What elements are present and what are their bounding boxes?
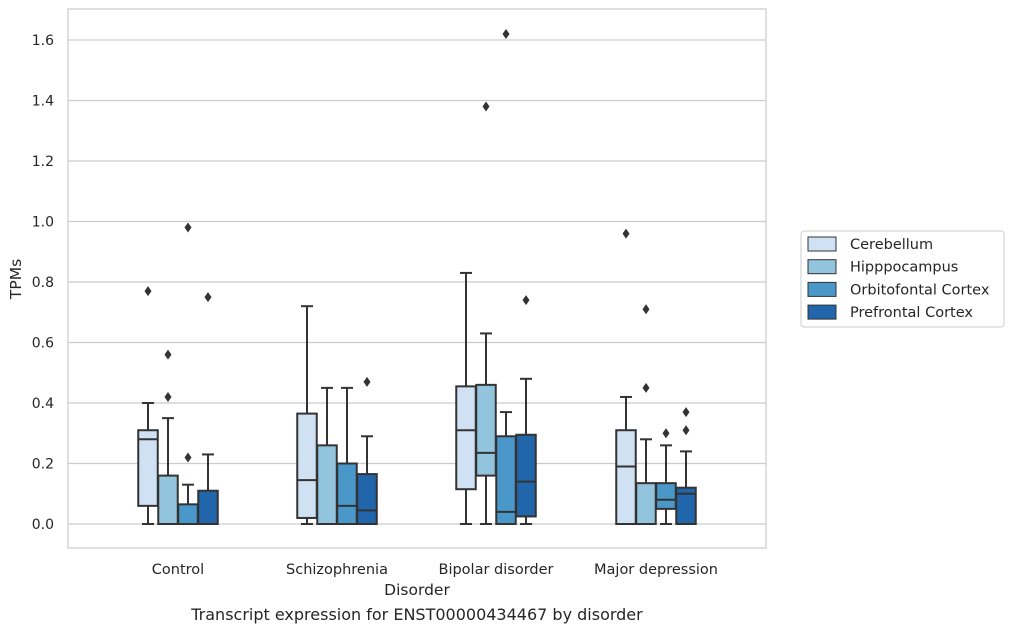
outlier-point (642, 304, 650, 315)
outlier-point (662, 428, 670, 439)
y-tick-label: 0.0 (32, 517, 54, 533)
outlier-point (642, 382, 650, 393)
y-tick-label: 1.2 (32, 154, 54, 170)
y-tick-labels: 0.0 0.2 0.4 0.6 0.8 1.0 1.2 1.4 1.6 (32, 33, 54, 533)
y-tick-label: 0.2 (32, 457, 54, 473)
box-iqr (515, 433, 537, 518)
y-tick-label: 0.8 (32, 275, 54, 291)
box-iqr (336, 462, 358, 525)
box-iqr (316, 444, 338, 526)
box-iqr (356, 473, 378, 525)
x-tick-labels: Control Schizophrenia Bipolar disorder Majo… (152, 562, 718, 578)
legend-frame (800, 230, 1005, 328)
y-tick-label: 1.6 (32, 33, 54, 49)
legend-swatch (807, 259, 837, 275)
box-iqr (635, 482, 657, 526)
legend: Cerebellum Hipppocampus Orbitofontal Corte… (800, 230, 1005, 328)
y-tick-label: 0.6 (32, 336, 54, 352)
y-axis-label: TPMs (7, 259, 25, 300)
outlier-point (164, 349, 172, 360)
outlier-point (682, 407, 690, 418)
y-tick-label: 0.4 (32, 396, 54, 412)
box-plot (356, 376, 378, 525)
box-plot (615, 228, 637, 526)
box-iqr (157, 474, 179, 526)
outlier-point (502, 28, 510, 39)
y-tick-label: 1.0 (32, 215, 54, 231)
box-iqr (296, 412, 318, 519)
plot-frame (67, 8, 767, 549)
x-axis-label: Disorder (384, 581, 450, 599)
outlier-point (522, 295, 530, 306)
outlier-point (204, 292, 212, 303)
legend-label: Cerebellum (850, 237, 933, 253)
x-tick-label: Schizophrenia (286, 562, 388, 578)
outlier-point (184, 222, 192, 233)
legend-label: Orbitofontal Cortex (850, 282, 990, 298)
box-plot (495, 28, 517, 525)
box-iqr (475, 383, 497, 477)
box-iqr (655, 482, 677, 510)
legend-label: Hipppocampus (850, 260, 958, 276)
outlier-point (363, 376, 371, 387)
legend-label: Prefrontal Cortex (850, 305, 973, 321)
outlier-point (482, 101, 490, 112)
legend-swatch (807, 304, 837, 320)
x-tick-label: Control (152, 562, 204, 578)
outlier-point (144, 286, 152, 297)
box-iqr (675, 486, 697, 526)
box-plot (475, 101, 497, 525)
box-plot (336, 386, 358, 525)
box-plot (515, 295, 537, 525)
x-tick-label: Bipolar disorder (439, 562, 554, 578)
box-iqr (177, 503, 199, 525)
outlier-point (622, 228, 630, 239)
box-plot (177, 222, 199, 525)
box-plot (296, 305, 318, 525)
box-plot (157, 349, 179, 526)
outlier-point (184, 452, 192, 463)
box-iqr (615, 429, 637, 526)
box-plot (455, 271, 477, 525)
box-plots (137, 28, 697, 526)
box-plot (316, 386, 338, 526)
box-plot (675, 407, 697, 526)
box-iqr (455, 385, 477, 491)
outlier-point (682, 425, 690, 436)
x-tick-label: Major depression (594, 562, 718, 578)
box-iqr (495, 435, 517, 525)
legend-swatch (807, 281, 837, 297)
figure-caption: Transcript expression for ENST0000043446… (191, 605, 643, 624)
grid-layer (68, 39, 766, 525)
box-plot (137, 286, 159, 525)
box-plot (635, 304, 657, 526)
box-plot (655, 428, 677, 525)
y-tick-label: 1.4 (32, 94, 54, 110)
box-iqr (137, 429, 159, 507)
box-iqr (197, 489, 219, 526)
legend-swatch (807, 236, 837, 252)
outlier-point (164, 391, 172, 402)
box-plot (197, 292, 219, 526)
